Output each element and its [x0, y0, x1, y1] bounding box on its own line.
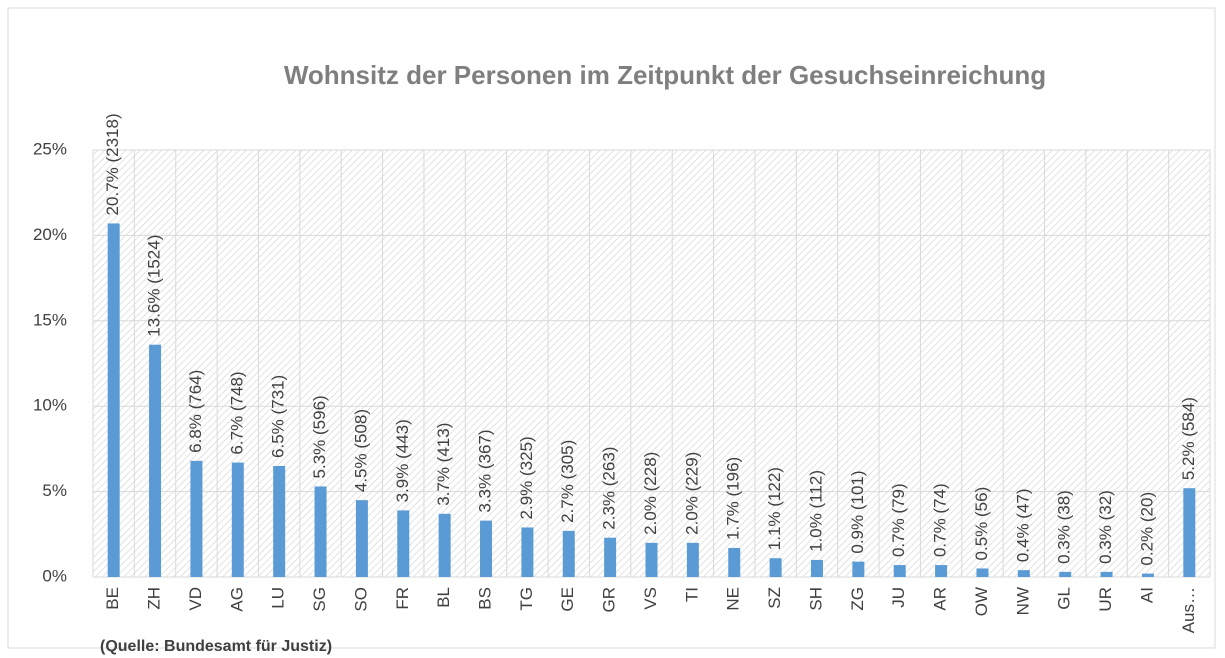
bar [1141, 573, 1154, 577]
data-label: 2.3% (263) [600, 447, 619, 530]
data-label: 3.3% (367) [476, 429, 495, 512]
data-label: 0.3% (32) [1096, 490, 1115, 564]
data-label: 1.1% (122) [765, 467, 784, 550]
bar [810, 559, 823, 577]
x-tick-label: TG [517, 587, 536, 611]
bar [852, 561, 865, 577]
x-tick-label: GE [558, 587, 577, 612]
bar [1059, 571, 1072, 577]
x-tick-label: AR [931, 587, 950, 611]
bar [769, 558, 782, 577]
data-label: 0.5% (56) [972, 487, 991, 561]
data-label: 2.0% (228) [641, 452, 660, 535]
data-label: 0.9% (101) [848, 470, 867, 553]
data-label: 5.2% (584) [1179, 397, 1198, 480]
x-tick-label: BE [103, 587, 122, 610]
data-label: 3.9% (443) [393, 419, 412, 502]
x-tick-label: BL [434, 587, 453, 608]
x-tick-label: OW [972, 587, 991, 616]
data-label: 1.0% (112) [806, 470, 825, 552]
x-tick-label: ZH [145, 587, 164, 610]
bar [562, 530, 575, 577]
x-tick-label: Aus… [1179, 587, 1198, 633]
y-tick-label: 0% [42, 566, 67, 585]
bar [480, 520, 493, 577]
bar [231, 462, 244, 577]
x-tick-label: SH [806, 587, 825, 611]
data-label: 1.7% (196) [724, 457, 743, 540]
data-label: 5.3% (596) [310, 395, 329, 478]
data-label: 0.4% (47) [1013, 488, 1032, 562]
bar [645, 542, 658, 577]
data-label: 2.0% (229) [682, 452, 701, 535]
x-tick-label: NE [724, 587, 743, 611]
data-label: 2.7% (305) [558, 440, 577, 523]
bar [521, 527, 534, 577]
bar [935, 565, 948, 577]
x-tick-label: AG [227, 587, 246, 612]
bar [976, 568, 989, 577]
x-tick-label: UR [1096, 587, 1115, 612]
x-tick-label: NW [1013, 587, 1032, 615]
bar [149, 344, 162, 577]
data-label: 0.7% (74) [931, 483, 950, 557]
x-tick-label: VS [641, 587, 660, 610]
bar [604, 537, 617, 577]
bar [314, 486, 327, 577]
bar [355, 500, 368, 577]
bar [1183, 488, 1196, 577]
data-label: 0.3% (38) [1055, 490, 1074, 564]
x-tick-label: TI [682, 587, 701, 602]
bar [397, 510, 410, 577]
data-label: 20.7% (2318) [103, 113, 122, 215]
data-label: 0.7% (79) [889, 483, 908, 557]
data-label: 0.2% (20) [1137, 492, 1156, 566]
data-label: 6.5% (731) [269, 375, 288, 458]
x-tick-label: SZ [765, 587, 784, 609]
y-tick-label: 15% [33, 310, 67, 329]
x-tick-label: SG [310, 587, 329, 612]
x-tick-label: GL [1055, 587, 1074, 610]
bar [438, 513, 451, 577]
data-label: 3.7% (413) [434, 423, 453, 506]
x-tick-label: GR [600, 587, 619, 613]
x-tick-label: VD [186, 587, 205, 611]
data-label: 6.7% (748) [227, 371, 246, 454]
bar [1017, 570, 1030, 577]
bar [190, 460, 203, 577]
y-tick-label: 10% [33, 396, 67, 415]
bar [686, 542, 699, 577]
x-tick-label: JU [889, 587, 908, 608]
chart-title: Wohnsitz der Personen im Zeitpunkt der G… [284, 60, 1046, 90]
bar [273, 465, 286, 577]
y-tick-label: 20% [33, 225, 67, 244]
y-tick-label: 5% [42, 481, 67, 500]
bar [728, 547, 741, 577]
data-label: 4.5% (508) [351, 409, 370, 492]
source-note: (Quelle: Bundesamt für Justiz) [100, 638, 332, 655]
y-tick-label: 25% [33, 139, 67, 158]
data-label: 6.8% (764) [186, 370, 205, 453]
bar [107, 223, 120, 577]
bar [1100, 571, 1113, 577]
x-tick-label: SO [351, 587, 370, 612]
x-tick-label: LU [269, 587, 288, 609]
x-tick-label: BS [476, 587, 495, 610]
data-label: 2.9% (325) [517, 436, 536, 519]
x-tick-label: AI [1137, 587, 1156, 603]
x-tick-label: ZG [848, 587, 867, 611]
x-tick-label: FR [393, 587, 412, 610]
bar [893, 565, 906, 577]
data-label: 13.6% (1524) [145, 235, 164, 337]
